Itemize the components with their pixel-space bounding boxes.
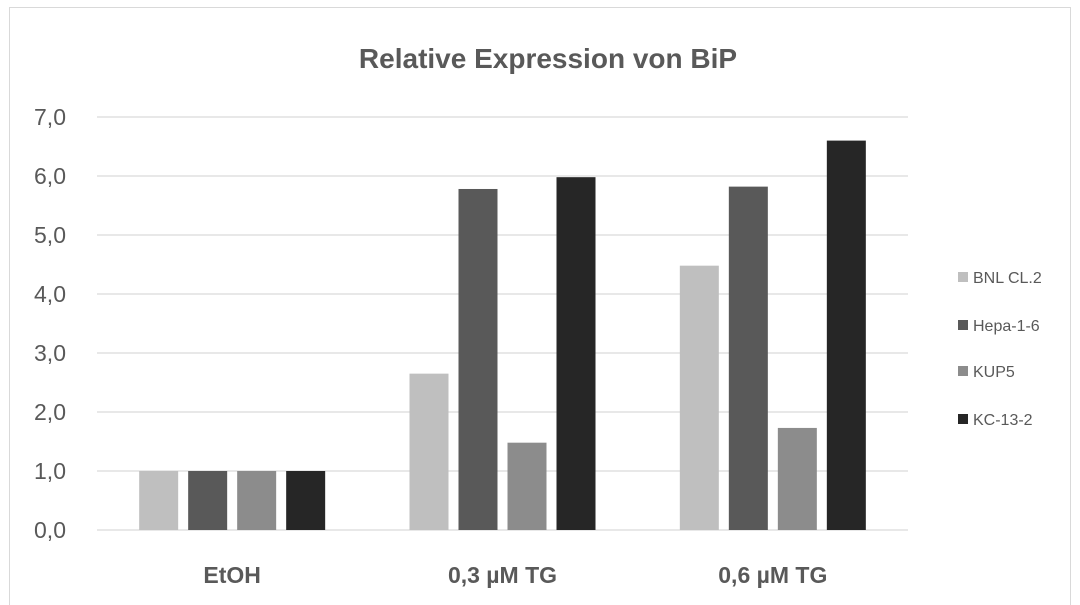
y-tick-label: 7,0 <box>34 104 66 130</box>
x-tick-label: 0,6 µM TG <box>718 562 827 588</box>
bar-kc-13-2-1 <box>556 177 596 530</box>
y-tick-label: 4,0 <box>34 281 66 307</box>
bar-kup5-1 <box>507 442 547 530</box>
chart-title: Relative Expression von BiP <box>359 43 737 74</box>
x-tick-label: 0,3 µM TG <box>448 562 557 588</box>
legend-label: KC-13-2 <box>973 412 1033 429</box>
bar-hepa-1-6-2 <box>728 186 768 530</box>
legend-swatch <box>958 414 968 424</box>
bar-bnl-cl-2-0 <box>139 471 179 530</box>
gridlines <box>97 116 908 531</box>
legend-swatch <box>958 272 968 282</box>
legend: BNL CL.2 Hepa-1-6 KUP5 KC-13-2 <box>958 270 1042 429</box>
y-tick-label: 3,0 <box>34 340 66 366</box>
legend-swatch <box>958 366 968 376</box>
y-tick-label: 1,0 <box>34 458 66 484</box>
y-axis-ticks: 0,0 1,0 2,0 3,0 4,0 5,0 6,0 7,0 <box>34 104 66 543</box>
bar-bnl-cl-2-1 <box>409 373 449 530</box>
y-tick-label: 5,0 <box>34 222 66 248</box>
y-tick-label: 6,0 <box>34 163 66 189</box>
x-tick-label: EtOH <box>203 562 261 588</box>
bar-kup5-2 <box>777 427 817 530</box>
legend-swatch <box>958 320 968 330</box>
legend-label: KUP5 <box>973 364 1015 381</box>
bar-hepa-1-6-1 <box>458 188 498 531</box>
y-tick-label: 0,0 <box>34 517 66 543</box>
bar-hepa-1-6-0 <box>188 471 228 530</box>
bars <box>139 140 866 531</box>
legend-label: BNL CL.2 <box>973 270 1042 287</box>
bar-kc-13-2-0 <box>286 471 326 530</box>
bar-bnl-cl-2-2 <box>679 265 719 530</box>
legend-label: Hepa-1-6 <box>973 318 1040 335</box>
bar-kc-13-2-2 <box>826 140 866 530</box>
y-tick-label: 2,0 <box>34 399 66 425</box>
bar-kup5-0 <box>237 471 277 530</box>
x-axis-ticks: EtOH 0,3 µM TG 0,6 µM TG <box>203 562 827 588</box>
